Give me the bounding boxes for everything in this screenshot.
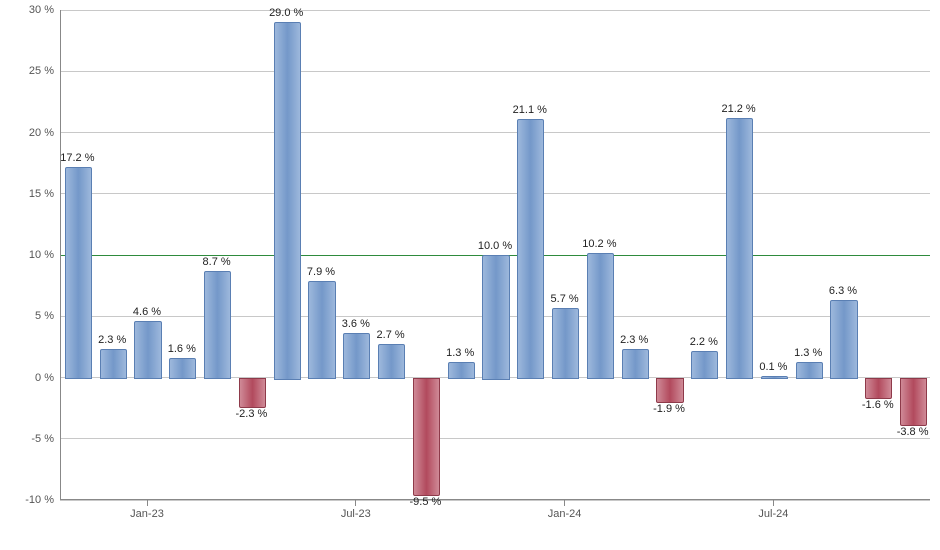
x-tick-mark [147,500,148,506]
bar-value-label: -9.5 % [409,496,441,508]
bar [343,333,370,379]
y-tick-label: 20 % [29,127,54,139]
bar-value-label: 29.0 % [269,7,303,19]
x-tick-mark [773,500,774,506]
bar-value-label: 1.6 % [168,343,196,355]
bar-value-label: 21.2 % [721,103,755,115]
y-tick-label: 15 % [29,188,54,200]
gridline [60,10,930,11]
bar-value-label: 21.1 % [513,104,547,116]
plot-area: -10 %-5 %0 %5 %10 %15 %20 %25 %30 %17.2 … [60,10,930,500]
bar-value-label: 3.6 % [342,318,370,330]
bar [587,253,614,380]
bar-value-label: 4.6 % [133,306,161,318]
x-tick-label: Jan-24 [548,508,582,520]
bar [204,271,231,380]
gridline [60,132,930,133]
bar [656,378,683,403]
bar [622,349,649,379]
bar-value-label: 10.0 % [478,240,512,252]
bar [482,255,509,380]
bar-value-label: 1.3 % [446,347,474,359]
y-tick-label: -10 % [25,494,54,506]
bar [448,362,475,380]
y-tick-label: -5 % [31,433,54,445]
bar-value-label: 2.2 % [690,336,718,348]
bar [865,378,892,400]
bar-value-label: -2.3 % [235,408,267,420]
bar-value-label: 8.7 % [203,256,231,268]
bar-value-label: 2.7 % [377,329,405,341]
x-tick-mark [564,500,565,506]
y-tick-label: 30 % [29,4,54,16]
x-tick-label: Jul-24 [758,508,788,520]
bar [100,349,127,379]
bar [761,376,788,379]
y-tick-label: 10 % [29,249,54,261]
bar [691,351,718,380]
gridline [60,438,930,439]
bar [796,362,823,380]
bar-value-label: -1.9 % [653,403,685,415]
bar-value-label: 7.9 % [307,266,335,278]
bar [830,300,857,379]
bar-value-label: -3.8 % [897,426,929,438]
gridline [60,71,930,72]
y-tick-label: 5 % [35,310,54,322]
bar [552,308,579,380]
bar-value-label: 2.3 % [98,334,126,346]
x-tick-label: Jul-23 [341,508,371,520]
bar-value-label: 6.3 % [829,285,857,297]
bar-value-label: 1.3 % [794,347,822,359]
bar-value-label: 0.1 % [759,361,787,373]
y-axis-line [60,10,61,500]
bar-value-label: -1.6 % [862,399,894,411]
bar [134,321,161,379]
bar-value-label: 5.7 % [551,293,579,305]
percent-bar-chart: -10 % -5 % 0 % 5 % 10 % 15 % 20 % 25 % 30 % 17.2 … [0,0,940,550]
bar [65,167,92,380]
x-axis-line [60,499,930,500]
y-tick-label: 0 % [35,372,54,384]
bar-value-label: 2.3 % [620,334,648,346]
bar [378,344,405,379]
bar [900,378,927,427]
bar [308,281,335,380]
x-tick-mark [355,500,356,506]
y-tick-label: 25 % [29,65,54,77]
bar-value-label: 10.2 % [582,238,616,250]
gridline [60,193,930,194]
bar [274,22,301,379]
bar [413,378,440,496]
bar [726,118,753,380]
bar [239,378,266,408]
bar [517,119,544,379]
bar [169,358,196,380]
x-tick-label: Jan-23 [130,508,164,520]
bar-value-label: 17.2 % [60,152,94,164]
